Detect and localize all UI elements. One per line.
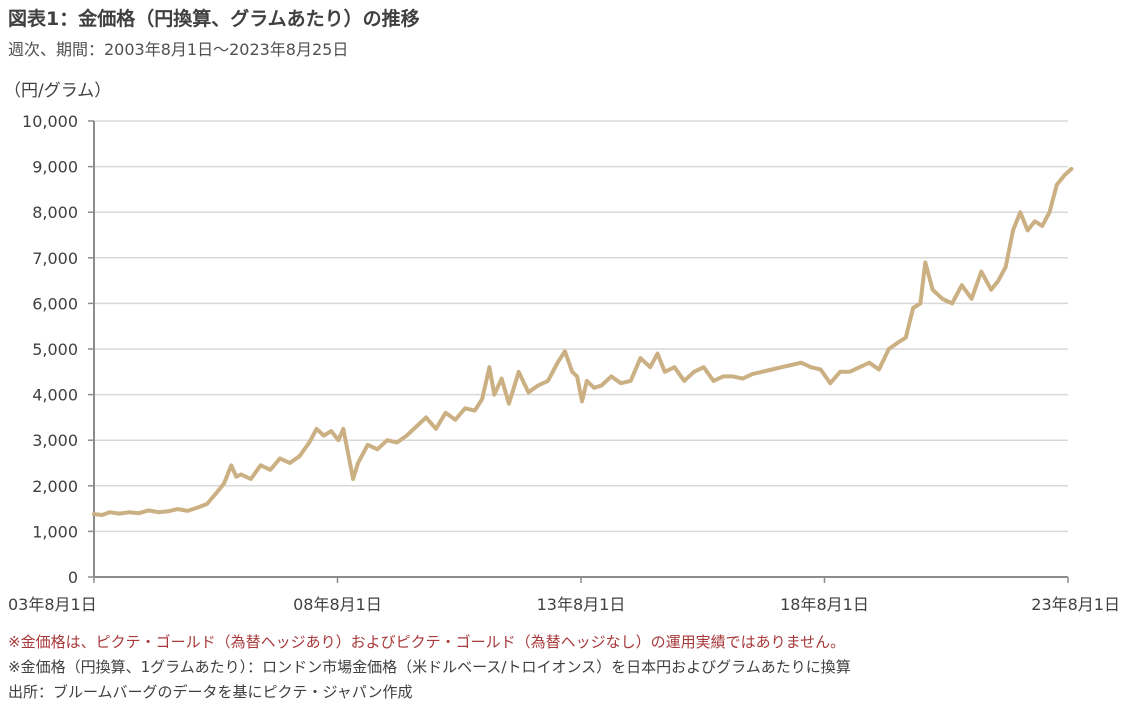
gold-price-line xyxy=(92,166,1074,517)
y-tick-label: 8,000 xyxy=(32,203,78,222)
y-tick-label: 3,000 xyxy=(32,431,78,450)
y-tick-label: 6,000 xyxy=(32,294,78,313)
source-note: 出所：ブルームバーグのデータを基にピクテ・ジャパン作成 xyxy=(8,683,413,701)
line-chart: 0 1,000 2,000 3,000 4,000 5,000 6,000 7,000 8,00… xyxy=(8,112,1120,614)
x-tick-label: 13年8月1日 xyxy=(537,595,626,614)
gridlines xyxy=(94,120,1068,533)
chart-title: 図表1：金価格（円換算、グラムあたり）の推移 xyxy=(8,8,420,30)
y-tick-label: 9,000 xyxy=(32,158,78,177)
x-tick-label: 18年8月1日 xyxy=(780,595,869,614)
x-tick-label: 08年8月1日 xyxy=(293,595,382,614)
y-tick-label: 10,000 xyxy=(22,112,78,131)
y-tick-label: 1,000 xyxy=(32,522,78,541)
disclaimer-note: ※金価格は、ピクテ・ゴールド（為替ヘッジあり）およびピクテ・ゴールド（為替ヘッジ… xyxy=(8,633,846,651)
chart-subtitle: 週次、期間：2003年8月1日～2023年8月25日 xyxy=(8,40,349,59)
y-tick-label: 5,000 xyxy=(32,340,78,359)
x-tick-label: 23年8月1日 xyxy=(1031,595,1120,614)
y-tick-label: 2,000 xyxy=(32,477,78,496)
definition-note: ※金価格（円換算、1グラムあたり）：ロンドン市場金価格（米ドルベース/トロイオン… xyxy=(8,658,851,676)
y-axis: 0 1,000 2,000 3,000 4,000 5,000 6,000 7,000 8,00… xyxy=(22,112,95,587)
y-axis-unit-label: （円/グラム） xyxy=(4,81,112,101)
y-tick-label: 7,000 xyxy=(32,249,78,268)
y-tick-label: 4,000 xyxy=(32,386,78,405)
x-tick-label: 03年8月1日 xyxy=(8,595,97,614)
x-axis: 03年8月1日 08年8月1日 13年8月1日 18年8月1日 23年8月1日 xyxy=(8,576,1120,614)
y-tick-label: 0 xyxy=(68,568,78,587)
